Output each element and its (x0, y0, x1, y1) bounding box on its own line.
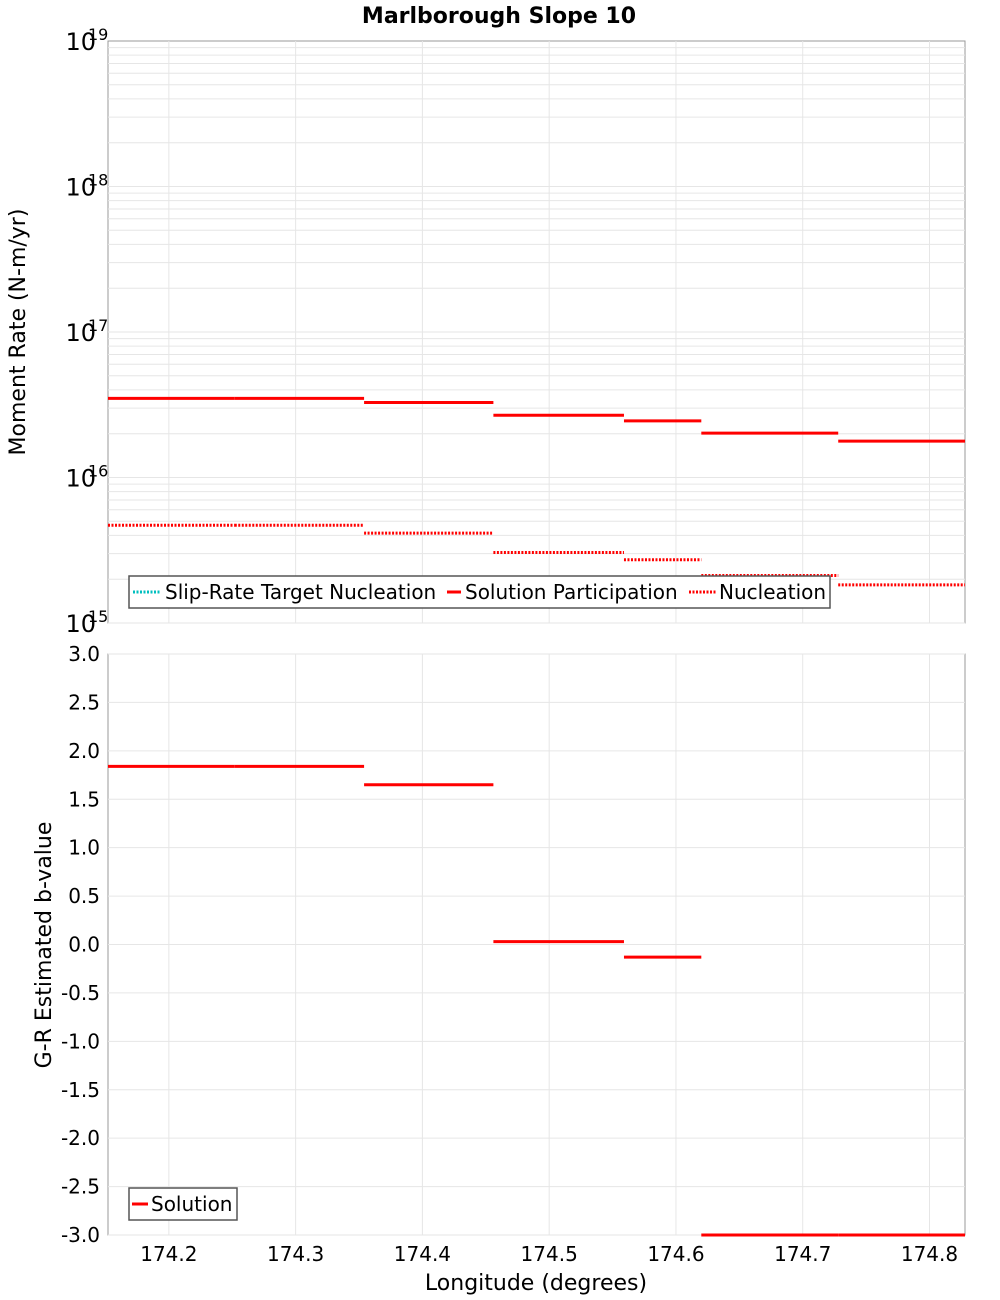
moment-rate-y-tick-label: 10 (65, 28, 96, 56)
x-tick-label: 174.7 (774, 1242, 831, 1266)
x-tick-label: 174.6 (647, 1242, 704, 1266)
b-value-panel: 3.0 2.5 2.0 1.5 1.0 0.5 0.0 -0.5 -1.0 -1.5 -2.0 -2.… (32, 642, 966, 1296)
b-value-series (108, 764, 965, 1237)
x-tick-label: 174.4 (394, 1242, 451, 1266)
b-value-y-axis-label: G-R Estimated b-value (32, 822, 57, 1069)
moment-rate-y-tick-label: 10 (65, 319, 96, 347)
x-axis-label: Longitude (degrees) (425, 1271, 647, 1296)
chart-title: Marlborough Slope 10 (362, 4, 636, 29)
moment-rate-y-tick-label: 10 (65, 610, 96, 638)
moment-rate-y-axis-label: Moment Rate (N-m/yr) (6, 209, 31, 456)
moment-rate-y-tick-exponent: 15 (88, 607, 108, 626)
moment-rate-y-tick-exponent: 18 (88, 171, 108, 190)
moment-rate-y-tick-exponent: 19 (88, 25, 108, 44)
x-tick-label: 174.3 (267, 1242, 324, 1266)
x-tick-label: 174.2 (140, 1242, 197, 1266)
b-value-y-tick-label: -0.5 (61, 981, 100, 1005)
b-value-x-ticks: 174.2 174.3 174.4 174.5 174.6 174.7 174.8 (140, 1242, 958, 1266)
moment-rate-y-tick-exponent: 16 (88, 462, 108, 481)
moment-rate-y-tick-label: 10 (65, 174, 96, 202)
b-value-y-tick-label: 2.0 (68, 739, 100, 763)
legend-label: Nucleation (719, 580, 826, 604)
b-value-y-tick-label: -2.5 (61, 1175, 100, 1199)
b-value-legend: Solution (128, 1187, 238, 1221)
legend-label: Slip-Rate Target Nucleation (165, 580, 436, 604)
b-value-y-tick-label: -2.0 (61, 1126, 100, 1150)
legend-label: Solution Participation (465, 580, 678, 604)
moment-rate-legend-box (128, 575, 831, 609)
x-tick-label: 174.5 (521, 1242, 578, 1266)
b-value-y-tick-label: 1.5 (68, 787, 100, 811)
b-value-y-tick-label: -1.0 (61, 1029, 100, 1053)
moment-rate-legend: Slip-Rate Target Nucleation Solution Part… (128, 575, 831, 609)
b-value-y-tick-label: 0.0 (68, 933, 100, 957)
b-value-y-tick-label: 1.0 (68, 836, 100, 860)
b-value-y-tick-label: -1.5 (61, 1078, 100, 1102)
b-value-y-ticks: 3.0 2.5 2.0 1.5 1.0 0.5 0.0 -0.5 -1.0 -1.5 -2.0 -2.… (61, 642, 100, 1247)
b-value-y-tick-label: 2.5 (68, 690, 100, 714)
b-value-y-tick-label: 3.0 (68, 642, 100, 666)
b-value-y-tick-label: 0.5 (68, 884, 100, 908)
x-tick-label: 174.8 (901, 1242, 958, 1266)
moment-rate-gridlines (108, 41, 965, 624)
moment-rate-y-tick-exponent: 17 (88, 316, 108, 335)
moment-rate-y-tick-label: 10 (65, 465, 96, 493)
b-value-gridlines (108, 653, 965, 1236)
b-value-y-tick-label: -3.0 (61, 1223, 100, 1247)
legend-label: Solution (151, 1192, 232, 1216)
